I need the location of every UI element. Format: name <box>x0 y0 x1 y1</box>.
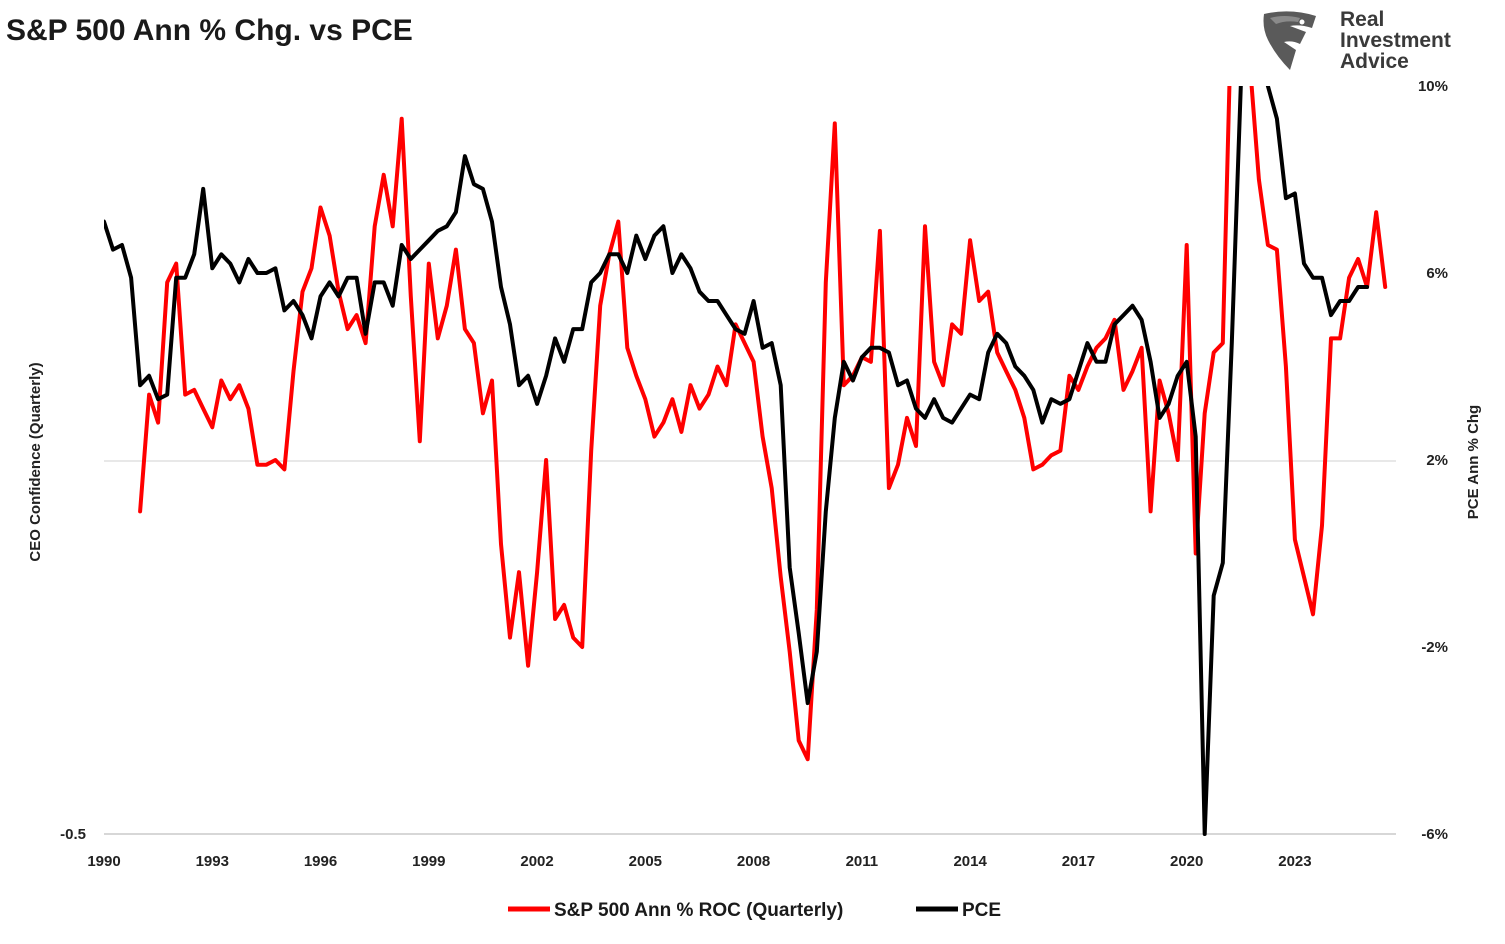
right-tick-label: 10% <box>1418 78 1448 95</box>
legend: S&P 500 Ann % ROC (Quarterly) PCE <box>508 900 1001 921</box>
left-axis-title: CEO Confidence (Quarterly) <box>27 362 44 561</box>
brand-line-2: Investment <box>1340 29 1451 52</box>
pce-series-line <box>104 86 1370 836</box>
sp500-series-line <box>138 86 1388 762</box>
x-tick-label: 2023 <box>1278 853 1311 870</box>
x-tick-label: 1993 <box>196 853 229 870</box>
x-tick-label: 2014 <box>953 853 987 870</box>
x-tick-label: 1990 <box>87 853 120 870</box>
x-tick-label: 2008 <box>737 853 770 870</box>
brand-line-1: Real <box>1340 8 1384 31</box>
right-tick-label: 2% <box>1426 452 1448 469</box>
brand-logo: Real Investment Advice <box>1263 8 1451 73</box>
x-tick-label: 2020 <box>1170 853 1203 870</box>
x-tick-label: 1999 <box>412 853 445 870</box>
legend-label-sp500: S&P 500 Ann % ROC (Quarterly) <box>554 900 843 921</box>
x-tick-label: 1996 <box>304 853 337 870</box>
series-layer <box>104 86 1388 836</box>
right-tick-label: 6% <box>1426 265 1448 282</box>
eagle-logo-icon <box>1263 11 1316 70</box>
left-tick-label: -0.5 <box>60 826 86 843</box>
legend-label-pce: PCE <box>962 900 1001 921</box>
x-tick-label: 2017 <box>1062 853 1095 870</box>
brand-line-3: Advice <box>1340 50 1409 73</box>
x-tick-label: 2002 <box>520 853 553 870</box>
right-tick-label: -6% <box>1421 826 1448 843</box>
x-axis-ticks: 1990 1993 1996 1999 2002 2005 2008 2011 2014 2017… <box>87 853 1311 870</box>
right-axis-ticks: 10% 6% 2% -2% -6% <box>1418 78 1448 843</box>
x-tick-label: 2005 <box>629 853 662 870</box>
right-axis-title: PCE Ann % Chg <box>1465 405 1482 519</box>
chart-title: S&P 500 Ann % Chg. vs PCE <box>6 14 413 47</box>
x-tick-label: 2011 <box>846 853 879 870</box>
right-tick-label: -2% <box>1421 639 1448 656</box>
